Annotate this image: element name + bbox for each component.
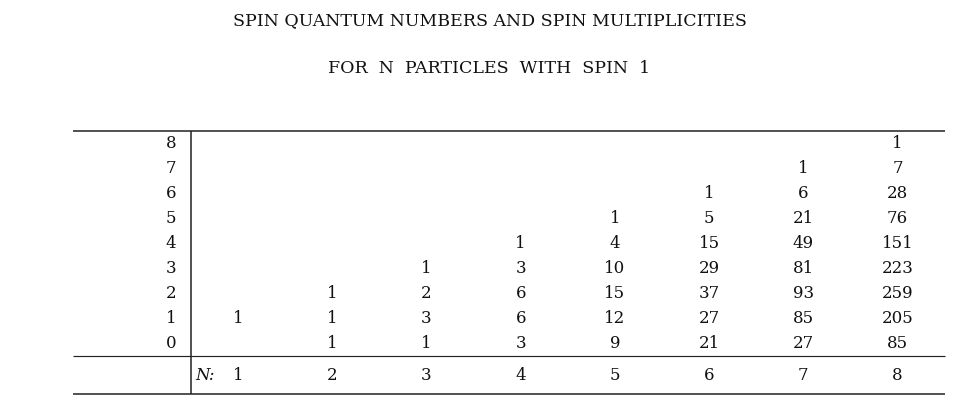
Text: 6: 6 — [515, 285, 525, 302]
Text: 7: 7 — [891, 160, 902, 177]
Text: 7: 7 — [797, 367, 808, 384]
Text: 8: 8 — [165, 136, 176, 152]
Text: 10: 10 — [603, 260, 625, 277]
Text: 29: 29 — [698, 260, 719, 277]
Text: 81: 81 — [792, 260, 813, 277]
Text: 7: 7 — [165, 160, 176, 177]
Text: 3: 3 — [421, 367, 431, 384]
Text: 1: 1 — [609, 210, 620, 227]
Text: 0: 0 — [165, 335, 176, 352]
Text: 1: 1 — [703, 185, 714, 202]
Text: 223: 223 — [881, 260, 912, 277]
Text: 76: 76 — [886, 210, 908, 227]
Text: SPIN QUANTUM NUMBERS AND SPIN MULTIPLICITIES: SPIN QUANTUM NUMBERS AND SPIN MULTIPLICI… — [233, 13, 745, 30]
Text: 1: 1 — [514, 235, 525, 252]
Text: 205: 205 — [881, 310, 912, 327]
Text: 6: 6 — [797, 185, 808, 202]
Text: 2: 2 — [327, 367, 337, 384]
Text: 1: 1 — [327, 310, 337, 327]
Text: 6: 6 — [515, 310, 525, 327]
Text: 1: 1 — [891, 136, 902, 152]
Text: 4: 4 — [165, 235, 176, 252]
Text: 28: 28 — [886, 185, 908, 202]
Text: 85: 85 — [792, 310, 813, 327]
Text: 3: 3 — [165, 260, 176, 277]
Text: 4: 4 — [514, 367, 525, 384]
Text: 21: 21 — [792, 210, 813, 227]
Text: 1: 1 — [327, 285, 337, 302]
Text: 15: 15 — [603, 285, 625, 302]
Text: 85: 85 — [886, 335, 908, 352]
Text: 27: 27 — [698, 310, 719, 327]
Text: 1: 1 — [233, 367, 244, 384]
Text: 259: 259 — [881, 285, 912, 302]
Text: 5: 5 — [703, 210, 714, 227]
Text: 2: 2 — [165, 285, 176, 302]
Text: FOR  N  PARTICLES  WITH  SPIN  1: FOR N PARTICLES WITH SPIN 1 — [328, 60, 650, 78]
Text: 1: 1 — [165, 310, 176, 327]
Text: 2: 2 — [421, 285, 431, 302]
Text: 93: 93 — [792, 285, 813, 302]
Text: 4: 4 — [609, 235, 620, 252]
Text: 6: 6 — [703, 367, 714, 384]
Text: 151: 151 — [881, 235, 912, 252]
Text: 1: 1 — [327, 335, 337, 352]
Text: 8: 8 — [891, 367, 902, 384]
Text: 9: 9 — [609, 335, 619, 352]
Text: 3: 3 — [514, 335, 525, 352]
Text: 5: 5 — [165, 210, 176, 227]
Text: 6: 6 — [165, 185, 176, 202]
Text: 15: 15 — [698, 235, 719, 252]
Text: 1: 1 — [797, 160, 808, 177]
Text: N:: N: — [196, 367, 215, 384]
Text: 3: 3 — [514, 260, 525, 277]
Text: 1: 1 — [233, 310, 244, 327]
Text: 37: 37 — [698, 285, 719, 302]
Text: 49: 49 — [792, 235, 813, 252]
Text: 1: 1 — [421, 260, 431, 277]
Text: 1: 1 — [421, 335, 431, 352]
Text: 12: 12 — [603, 310, 625, 327]
Text: 3: 3 — [421, 310, 431, 327]
Text: 21: 21 — [698, 335, 719, 352]
Text: 5: 5 — [609, 367, 619, 384]
Text: 27: 27 — [792, 335, 813, 352]
